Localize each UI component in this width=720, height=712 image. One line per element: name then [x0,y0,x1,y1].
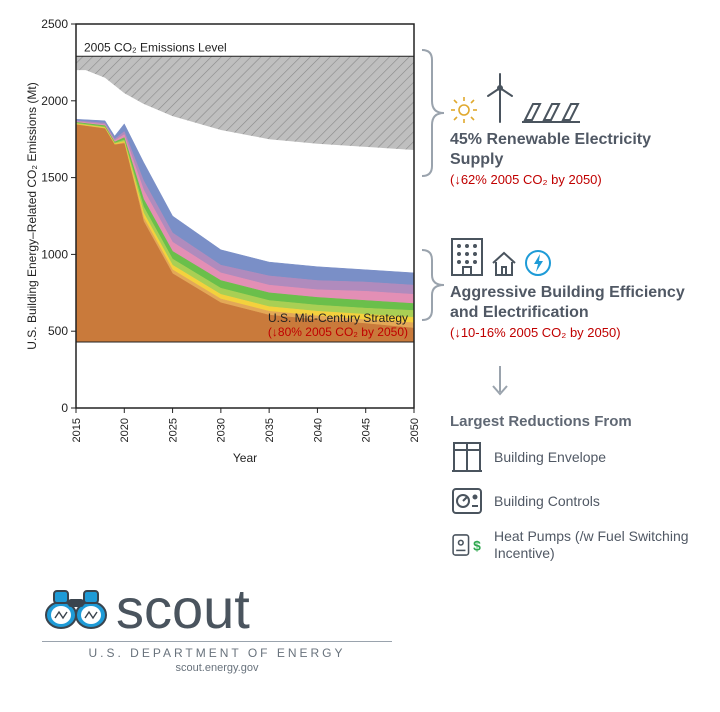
svg-text:2000: 2000 [41,94,68,108]
renewables-sub: (↓62% 2005 CO₂ by 2050) [450,172,700,187]
sun-icon [450,96,478,124]
svg-text:2015: 2015 [71,418,83,442]
reduction-label: Heat Pumps (/w Fuel Switching Incentive) [494,528,700,562]
svg-text:2040: 2040 [312,418,324,442]
svg-text:500: 500 [48,324,68,338]
svg-text:2045: 2045 [361,418,373,442]
svg-text:2035: 2035 [264,418,276,442]
reductions-list: Building Envelope Building Controls $ Heat … [450,440,700,562]
home-icon [490,251,518,277]
renewables-title: 45% Renewable Electricity Supply [450,130,700,170]
efficiency-sub: (↓10-16% 2005 CO₂ by 2050) [450,325,700,340]
renewables-icons [450,68,700,124]
bolt-icon [524,249,552,277]
svg-text:1500: 1500 [41,171,68,185]
svg-text:Year: Year [233,451,257,465]
bracket-top [420,48,450,178]
svg-text:(↓80% 2005 CO₂ by 2050): (↓80% 2005 CO₂ by 2050) [268,325,408,339]
svg-text:$: $ [473,537,481,553]
efficiency-icons [450,221,700,277]
binoculars-icon [42,585,110,633]
svg-text:2020: 2020 [119,418,131,442]
turbine-icon [484,72,516,124]
scout-wordmark: scout [116,576,250,641]
right-column: 45% Renewable Electricity Supply (↓62% 2… [450,68,700,572]
window-icon [450,440,484,474]
efficiency-title: Aggressive Building Efficiency and Elect… [450,283,700,323]
scout-dept: U.S. DEPARTMENT OF ENERGY [42,641,392,660]
reduction-label: Building Envelope [494,449,606,466]
down-arrow-icon [490,364,510,398]
bracket-bottom [420,248,450,322]
reduction-row: $ Heat Pumps (/w Fuel Switching Incentive… [450,528,700,562]
reductions-head: Largest Reductions From [450,413,700,430]
dial-icon [450,484,484,518]
svg-text:2500: 2500 [41,18,68,31]
building-icon [450,237,484,277]
efficiency-block: Aggressive Building Efficiency and Elect… [450,221,700,340]
svg-text:2025: 2025 [167,418,179,442]
emissions-chart: 0 500 1000 1500 2000 2500 2015 2020 2025 2030 2035… [22,18,420,468]
scout-url: scout.energy.gov [42,662,392,674]
panels-icon [522,100,580,124]
heatpump-icon: $ [450,528,484,562]
svg-text:1000: 1000 [41,247,68,261]
svg-text:2005 CO₂ Emissions Level: 2005 CO₂ Emissions Level [84,40,227,54]
reduction-row: Building Envelope [450,440,700,474]
reduction-label: Building Controls [494,493,600,510]
svg-text:U.S. Mid-Century Strategy: U.S. Mid-Century Strategy [268,311,408,325]
svg-text:U.S. Building Energy–Related C: U.S. Building Energy–Related CO₂ Emissio… [25,82,39,349]
scout-logo: scout U.S. DEPARTMENT OF ENERGY scout.en… [42,576,392,674]
renewables-block: 45% Renewable Electricity Supply (↓62% 2… [450,68,700,187]
svg-text:0: 0 [61,401,68,415]
svg-text:2030: 2030 [216,418,228,442]
reduction-row: Building Controls [450,484,700,518]
svg-text:2050: 2050 [409,418,420,442]
